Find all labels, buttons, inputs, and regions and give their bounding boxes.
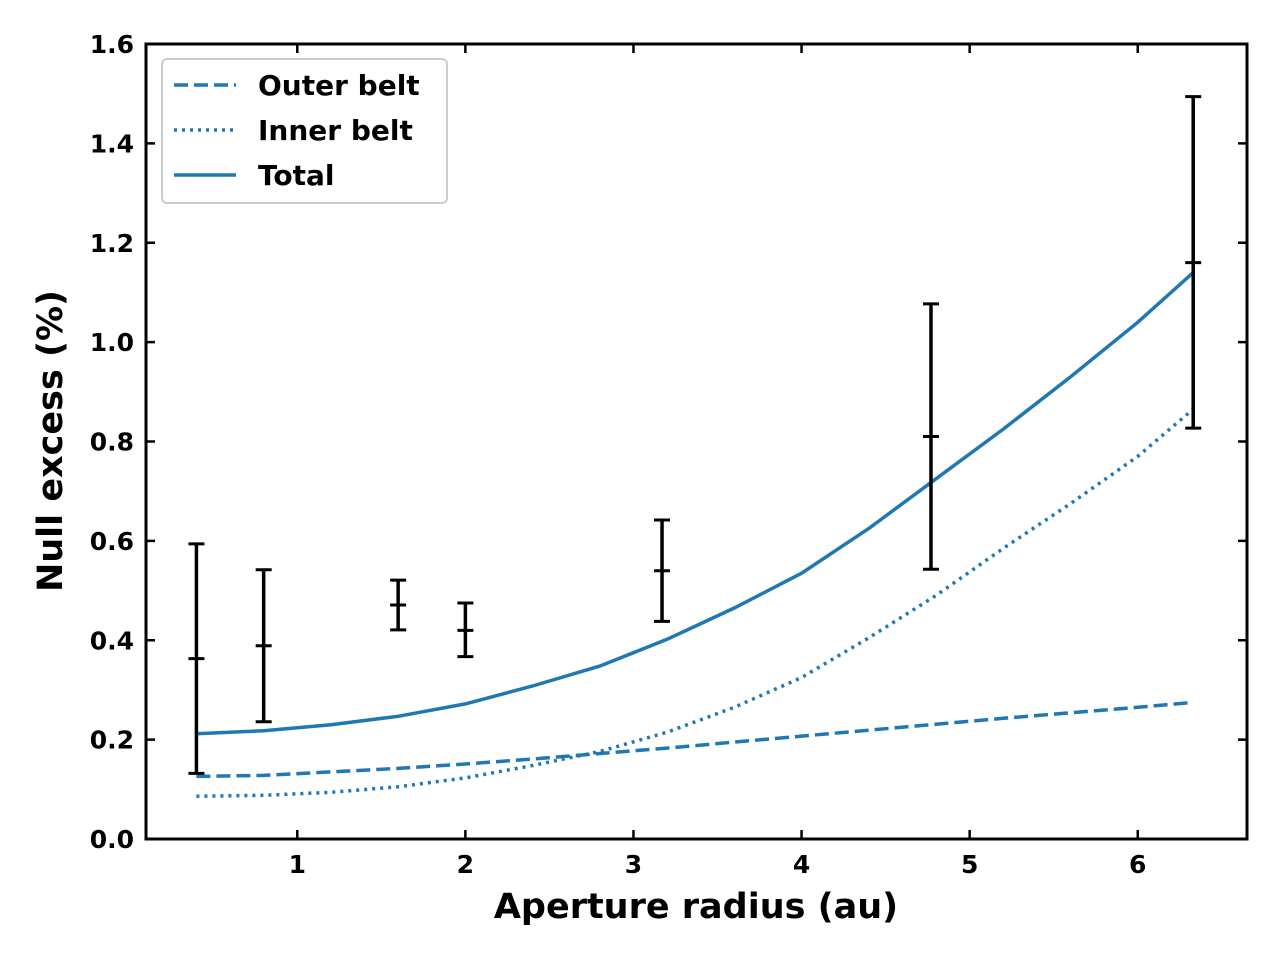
error-bar-point (457, 601, 474, 659)
legend-label-outer-belt: Outer belt (258, 69, 420, 102)
error-bar-point (390, 578, 407, 632)
y-axis-label: Null excess (%) (31, 290, 71, 592)
y-tick-label: 0.6 (90, 527, 134, 556)
x-tick-label: 1 (289, 850, 306, 879)
y-tick-label: 0.4 (90, 626, 134, 655)
y-tick-label: 0.2 (90, 726, 134, 755)
legend: Outer belt Inner belt Total (161, 58, 448, 204)
x-tick-label: 5 (961, 850, 978, 879)
error-bar-point (188, 542, 205, 775)
error-bar-point (654, 518, 671, 623)
series-line-inner-belt (196, 407, 1195, 799)
y-tick-label: 1.6 (90, 30, 134, 59)
y-tick-label: 1.0 (90, 328, 134, 357)
x-tick-label: 4 (793, 850, 810, 879)
tick-labels: 1 2 3 4 5 6 0.0 0.2 0.4 0.6 0.8 1.0 1.2 1.4 1.6 (90, 30, 1147, 879)
series-line-total (196, 271, 1195, 736)
legend-label-inner-belt: Inner belt (258, 114, 413, 147)
y-tick-label: 1.4 (90, 129, 134, 158)
x-axis-label: Aperture radius (au) (494, 887, 898, 927)
legend-box (161, 58, 448, 204)
y-tick-label: 0.0 (90, 825, 134, 854)
x-tick-label: 6 (1129, 850, 1146, 879)
series-line-outer-belt (196, 700, 1194, 779)
axis-ticks (146, 42, 1247, 841)
error-bar-point (255, 568, 272, 724)
x-tick-label: 2 (457, 850, 474, 879)
y-tick-label: 1.2 (90, 229, 134, 258)
error-bar-point (1185, 95, 1202, 430)
y-tick-label: 0.8 (90, 428, 134, 457)
error-bar-point (922, 302, 939, 571)
legend-label-total: Total (258, 159, 335, 192)
x-tick-label: 3 (625, 850, 642, 879)
